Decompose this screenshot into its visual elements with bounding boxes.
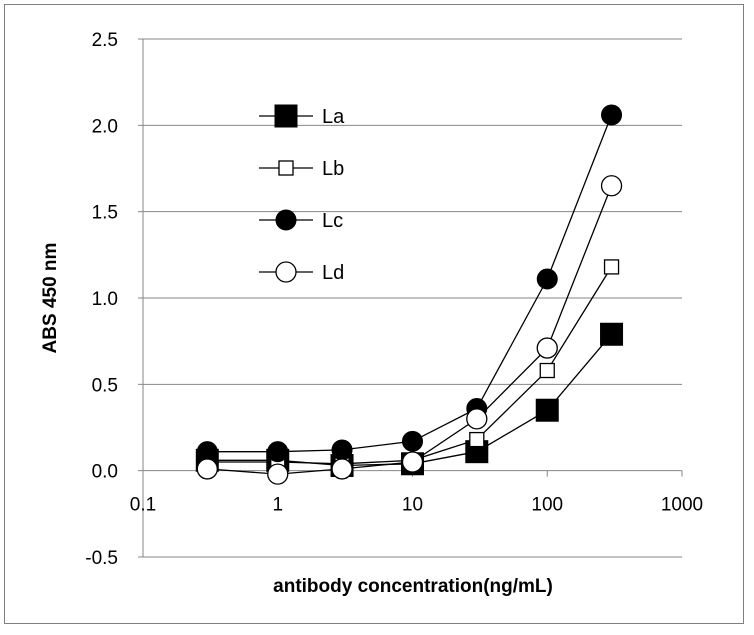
legend-marker	[275, 261, 297, 283]
data-point	[539, 362, 555, 379]
data-point	[600, 175, 623, 197]
legend-label: Lc	[322, 210, 343, 232]
series-group	[195, 104, 624, 485]
legend-marker	[275, 209, 297, 231]
data-point	[535, 398, 559, 422]
gridlines	[143, 38, 682, 558]
series-Ld	[196, 175, 623, 485]
data-point	[466, 408, 488, 430]
data-point	[331, 458, 353, 480]
x-tick-label: 100	[531, 495, 563, 516]
legend-item: La	[259, 104, 345, 128]
data-point	[469, 431, 485, 448]
y-tick-label: 0.5	[92, 375, 118, 396]
data-point	[600, 322, 624, 346]
legend-label: Ld	[322, 262, 344, 284]
x-tick-label: 0.1	[130, 495, 156, 516]
legend: La Lb Lc Ld	[259, 104, 345, 284]
y-tick-label: 1.0	[92, 289, 118, 310]
data-point	[267, 463, 289, 485]
data-point	[603, 259, 620, 275]
legend-item: Ld	[259, 261, 344, 284]
data-point	[196, 458, 218, 480]
x-axis-title: antibody concentration(ng/mL)	[273, 576, 553, 597]
y-tick-label: 1.5	[92, 203, 118, 224]
y-tick-label: 0.0	[92, 462, 118, 483]
legend-marker	[274, 104, 298, 128]
data-point	[536, 337, 558, 359]
data-point	[601, 104, 623, 126]
tick-labels: -0.5 0.0 0.5 1.0 1.5 2.0 2.5 0.1 1 10 100 1000	[85, 30, 703, 569]
chart-frame	[4, 4, 744, 624]
x-tick-label: 1000	[661, 495, 703, 516]
legend-item: Lb	[259, 158, 344, 180]
series-line	[207, 185, 613, 475]
legend-marker	[278, 160, 294, 176]
y-axis-title: ABS 450 nm	[40, 243, 61, 354]
legend-label: La	[322, 106, 345, 128]
y-tick-label: 2.5	[92, 30, 118, 51]
data-point	[331, 439, 353, 461]
data-point	[401, 451, 424, 473]
x-tick-label: 1	[272, 495, 283, 516]
x-tick-label: 10	[402, 495, 423, 516]
y-tick-label: -0.5	[85, 548, 118, 569]
data-point	[267, 441, 289, 463]
legend-item: Lc	[259, 209, 343, 232]
y-tick-label: 2.0	[92, 116, 118, 137]
legend-label: Lb	[322, 158, 344, 180]
data-point	[536, 268, 558, 290]
data-point	[402, 430, 423, 452]
